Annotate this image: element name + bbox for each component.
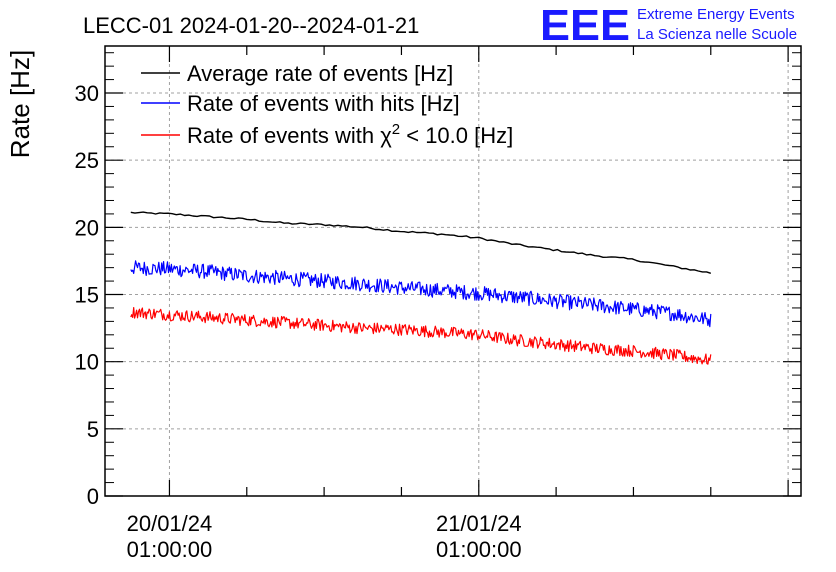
- y-tick-label: 0: [87, 484, 99, 509]
- logo-mark: EEE: [540, 1, 630, 50]
- chart-title: LECC-01 2024-01-20--2024-01-21: [83, 13, 419, 38]
- x-tick-label-date: 20/01/24: [127, 511, 213, 536]
- legend-label-prefix: Rate of events with: [187, 123, 380, 148]
- legend-superscript: 2: [392, 121, 400, 138]
- legend-label-3: Rate of events with χ2 < 10.0 [Hz]: [187, 121, 513, 148]
- y-tick-label: 5: [87, 417, 99, 442]
- legend-chi-symbol: χ: [380, 123, 392, 148]
- legend-label-1: Average rate of events [Hz]: [187, 61, 453, 86]
- y-tick-label: 25: [75, 148, 99, 173]
- x-tick-label-time: 01:00:00: [436, 537, 522, 562]
- legend-label-suffix: < 10.0 [Hz]: [400, 123, 513, 148]
- series-line-2: [130, 260, 712, 328]
- legend-label-2: Rate of events with hits [Hz]: [187, 91, 460, 116]
- x-tick-label-date: 21/01/24: [436, 511, 522, 536]
- y-tick-label: 15: [75, 283, 99, 308]
- y-tick-label: 20: [75, 215, 99, 240]
- plot-frame: [104, 45, 802, 497]
- series-group: [130, 211, 712, 365]
- y-tick-label: 30: [75, 81, 99, 106]
- y-tick-label: 10: [75, 350, 99, 375]
- grid-lines: [105, 46, 801, 496]
- logo-line-1: Extreme Energy Events: [637, 6, 795, 23]
- legend: Average rate of events [Hz] Rate of event…: [141, 61, 513, 148]
- y-axis-label: Rate [Hz]: [5, 50, 35, 158]
- logo-line-2: La Scienza nelle Scuole: [637, 26, 797, 43]
- series-line-1: [130, 211, 712, 274]
- axes: 05101520253020/01/2401:00:0021/01/2401:0…: [75, 46, 801, 562]
- eee-logo: EEE Extreme Energy Events La Scienza nel…: [540, 1, 797, 50]
- series-line-3: [130, 307, 712, 365]
- x-tick-label-time: 01:00:00: [127, 537, 213, 562]
